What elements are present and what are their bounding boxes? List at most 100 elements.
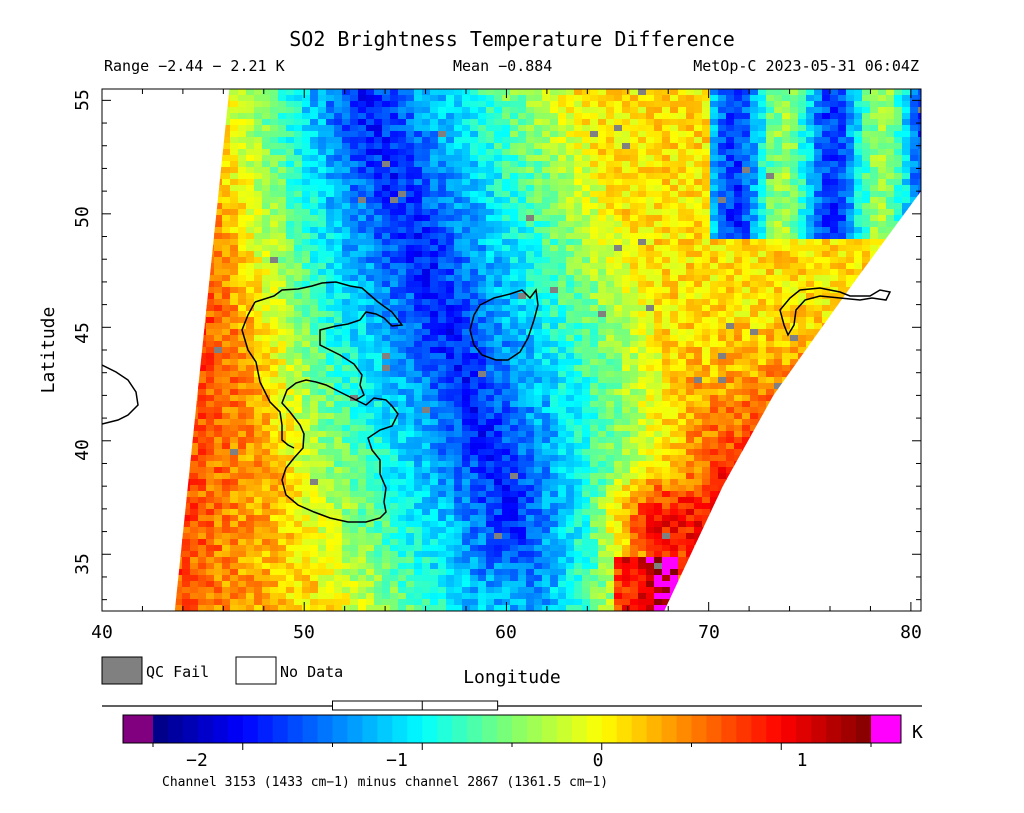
heatmap-cell [606, 353, 615, 360]
heatmap-cell [686, 251, 695, 258]
heatmap-cell [542, 347, 551, 354]
heatmap-cell [438, 383, 447, 390]
heatmap-cell [718, 377, 727, 384]
heatmap-cell [702, 323, 711, 330]
heatmap-cell [534, 305, 543, 312]
heatmap-cell [342, 311, 351, 318]
heatmap-cell [454, 425, 463, 432]
heatmap-cell [598, 281, 607, 288]
heatmap-cell [774, 317, 783, 324]
heatmap-cell [782, 359, 791, 366]
heatmap-cell [518, 299, 527, 306]
heatmap-cell [510, 281, 519, 288]
heatmap-cell [318, 257, 327, 264]
heatmap-cell [862, 239, 871, 246]
heatmap-cell [342, 155, 351, 162]
heatmap-cell [302, 371, 311, 378]
heatmap-cell [822, 113, 831, 120]
heatmap-cell [566, 221, 575, 228]
heatmap-cell [286, 125, 295, 132]
heatmap-cell [262, 221, 271, 228]
heatmap-cell [814, 233, 823, 240]
heatmap-cell [790, 269, 799, 276]
heatmap-cell [310, 233, 319, 240]
heatmap-cell [334, 221, 343, 228]
heatmap-cell [606, 167, 615, 174]
heatmap-cell [542, 281, 551, 288]
heatmap-cell [534, 191, 543, 198]
heatmap-cell [238, 173, 247, 180]
heatmap-cell [286, 323, 295, 330]
heatmap-cell [694, 269, 703, 276]
heatmap-cell [766, 299, 775, 306]
heatmap-cell [574, 359, 583, 366]
heatmap-cell [774, 281, 783, 288]
heatmap-cell [486, 203, 495, 210]
heatmap-cell [374, 389, 383, 396]
heatmap-cell [470, 233, 479, 240]
heatmap-cell [830, 305, 839, 312]
heatmap-cell [318, 317, 327, 324]
heatmap-cell [798, 323, 807, 330]
heatmap-cell [782, 257, 791, 264]
heatmap-cell [478, 305, 487, 312]
heatmap-cell [342, 119, 351, 126]
heatmap-cell [582, 179, 591, 186]
heatmap-cell [454, 257, 463, 264]
heatmap-cell [430, 281, 439, 288]
heatmap-cell [606, 203, 615, 210]
heatmap-cell [710, 431, 719, 438]
heatmap-cell [654, 221, 663, 228]
heatmap-cell [630, 179, 639, 186]
heatmap-cell [334, 413, 343, 420]
heatmap-cell [214, 299, 223, 306]
heatmap-cell [822, 167, 831, 174]
heatmap-cell [326, 281, 335, 288]
heatmap-cell [286, 389, 295, 396]
heatmap-cell [750, 191, 759, 198]
heatmap-cell [214, 227, 223, 234]
heatmap-cell [662, 185, 671, 192]
heatmap-cell [574, 299, 583, 306]
heatmap-cell [286, 197, 295, 204]
heatmap-cell [278, 95, 287, 102]
heatmap-cell [510, 263, 519, 270]
heatmap-cell [790, 293, 799, 300]
heatmap-cell [598, 413, 607, 420]
heatmap-cell [326, 257, 335, 264]
heatmap-cell [542, 137, 551, 144]
heatmap-cell [550, 311, 559, 318]
heatmap-cell [238, 197, 247, 204]
heatmap-cell [670, 347, 679, 354]
heatmap-cell [238, 263, 247, 270]
heatmap-cell [790, 263, 799, 270]
heatmap-cell [270, 215, 279, 222]
heatmap-cell [398, 173, 407, 180]
heatmap-cell [814, 197, 823, 204]
heatmap-cell [774, 173, 783, 180]
heatmap-cell [510, 335, 519, 342]
heatmap-cell [718, 371, 727, 378]
heatmap-cell [582, 281, 591, 288]
heatmap-cell [382, 443, 391, 450]
heatmap-cell [406, 137, 415, 144]
heatmap-cell [638, 383, 647, 390]
heatmap-cell [478, 143, 487, 150]
heatmap-cell [502, 365, 511, 372]
heatmap-cell [518, 245, 527, 252]
heatmap-cell [214, 221, 223, 228]
heatmap-cell [758, 167, 767, 174]
heatmap-cell [414, 233, 423, 240]
heatmap-cell [614, 185, 623, 192]
heatmap-cell [750, 179, 759, 186]
heatmap-cell [822, 305, 831, 312]
heatmap-cell [326, 437, 335, 444]
heatmap-cell [670, 401, 679, 408]
heatmap-cell [814, 227, 823, 234]
heatmap-cell [886, 197, 895, 204]
heatmap-cell [350, 167, 359, 174]
heatmap-cell [566, 395, 575, 402]
heatmap-cell [446, 395, 455, 402]
heatmap-cell [734, 95, 743, 102]
heatmap-cell [366, 209, 375, 216]
